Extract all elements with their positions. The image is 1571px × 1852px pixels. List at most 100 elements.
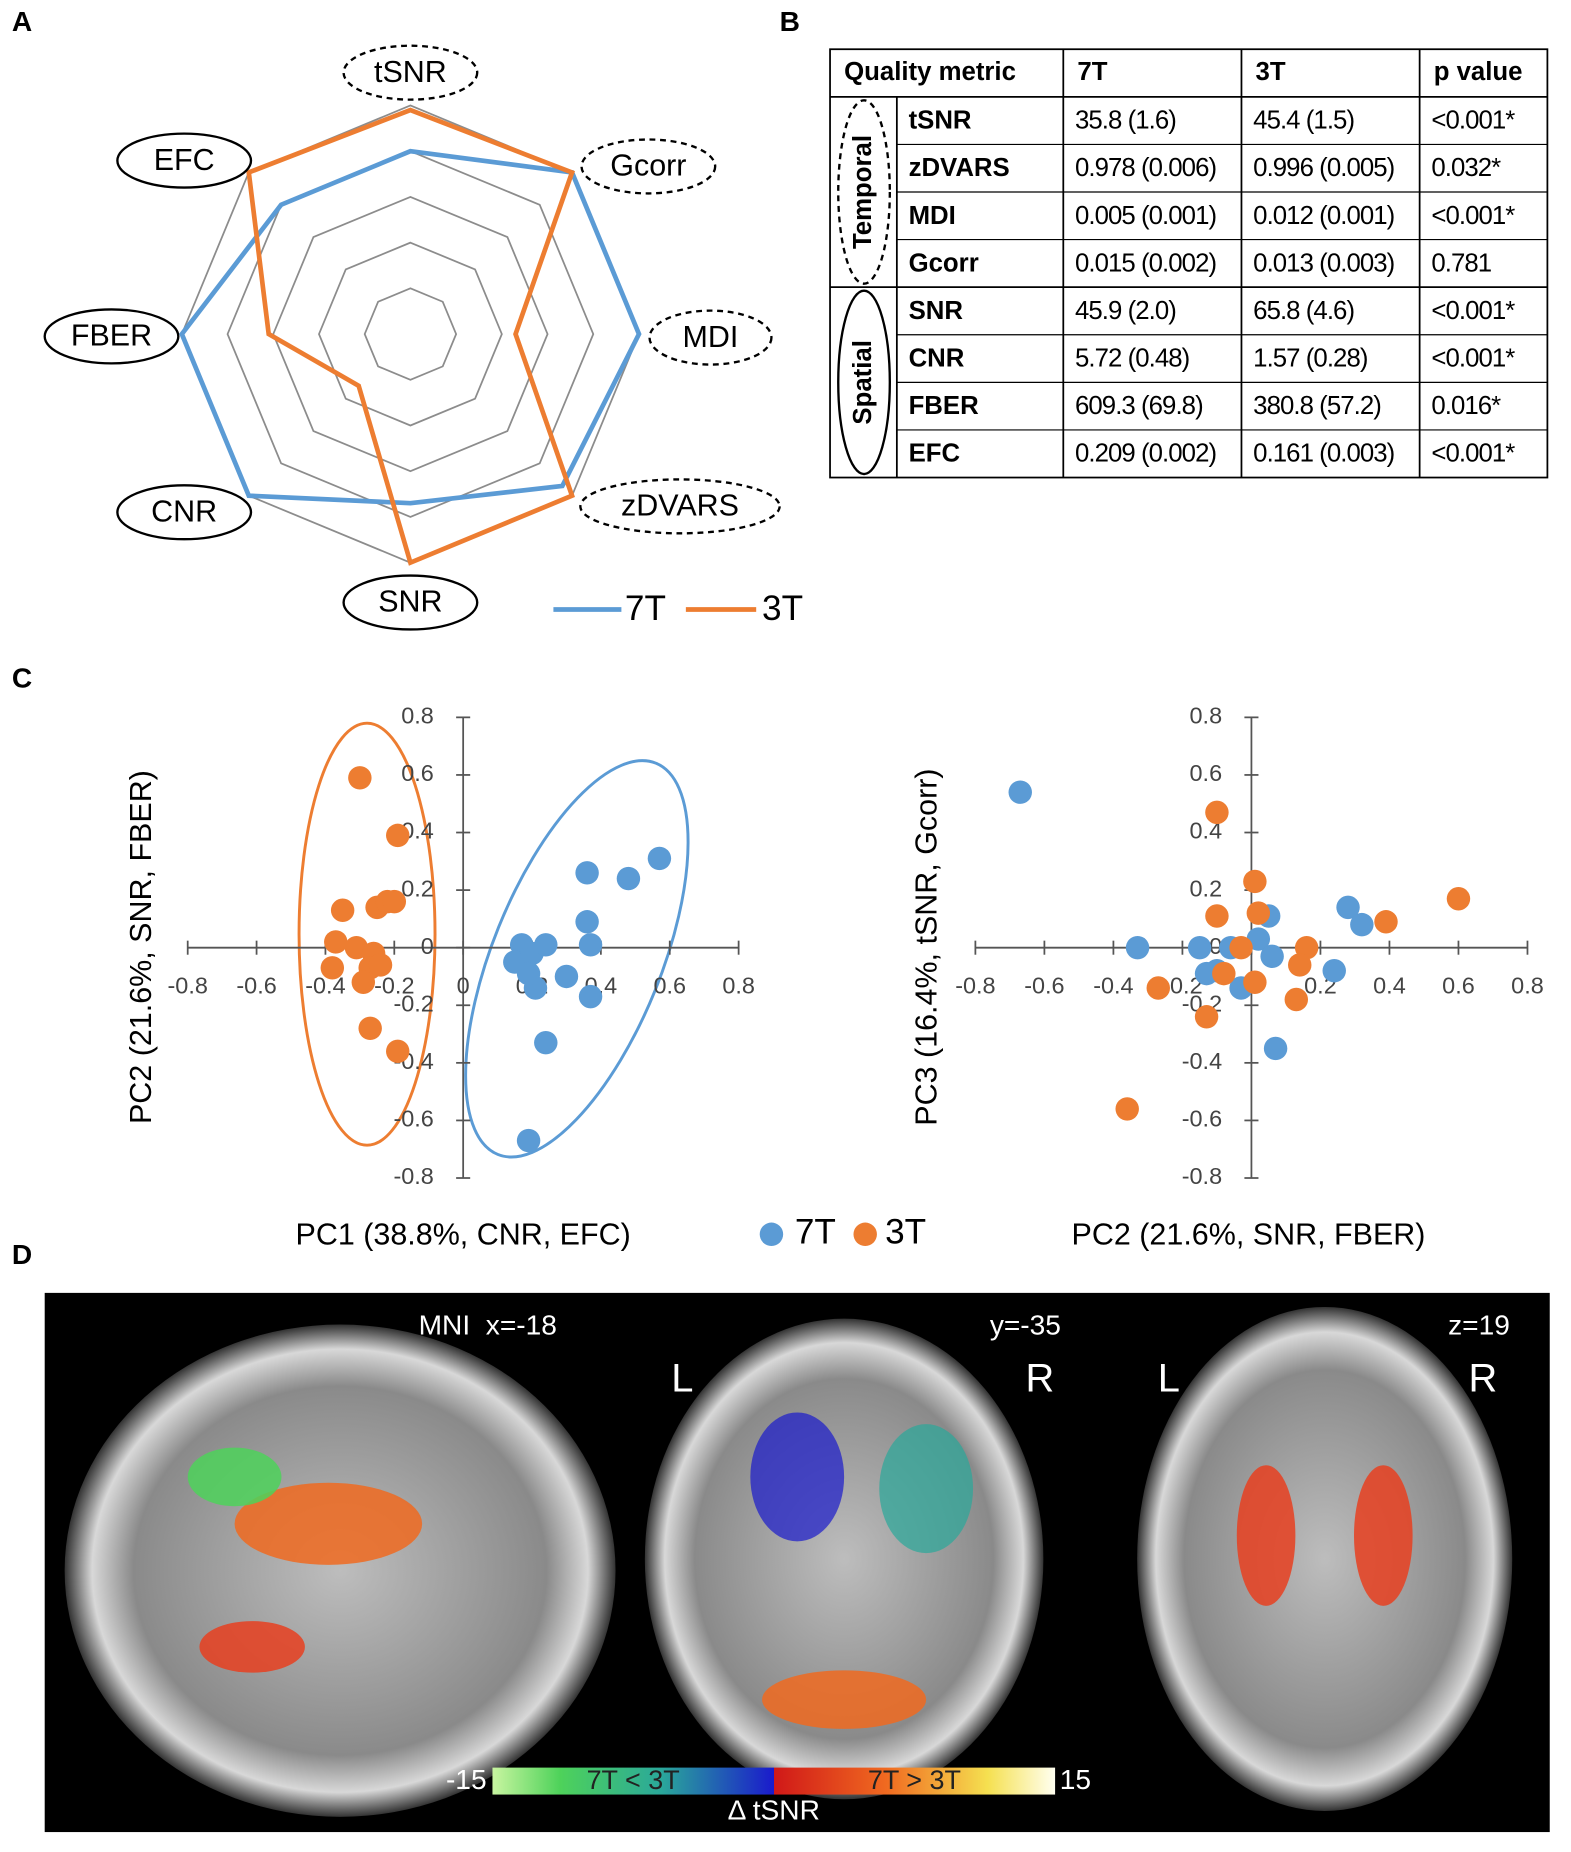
x-tick-label: -0.8 (168, 973, 208, 999)
x-tick-label: -0.4 (1093, 973, 1133, 999)
y-tick-label: -0.8 (1182, 1163, 1222, 1189)
point (1115, 1097, 1139, 1121)
group-frame (837, 99, 891, 285)
point (320, 956, 345, 980)
x-tick-label: -0.6 (1024, 973, 1064, 999)
point (386, 1039, 410, 1064)
point (1350, 912, 1374, 937)
axis-label: Gcorr (610, 149, 686, 183)
table-frame (829, 48, 1549, 479)
table-cell: 0.781 (1431, 249, 1491, 277)
x-tick-label: -0.8 (955, 973, 995, 999)
y-tick-label: 0.8 (1190, 703, 1223, 729)
grid-ring (363, 287, 458, 381)
point (358, 1016, 382, 1041)
cluster-ellipse (464, 759, 690, 1159)
colorbar-max: 15 (1060, 1764, 1091, 1795)
table-cell: <0.001* (1431, 345, 1515, 373)
point (1260, 944, 1284, 969)
table-header: p value (1434, 58, 1523, 86)
table-cell: 5.72 (0.48) (1075, 345, 1189, 373)
legend-label: 3T (762, 589, 803, 628)
table-cell: 0.005 (0.001) (1075, 202, 1216, 230)
point (351, 970, 376, 994)
metric-name: MDI (909, 202, 956, 230)
table-cell: 0.209 (0.002) (1075, 440, 1216, 468)
overlay (199, 1621, 305, 1673)
axis-label-frame (116, 484, 253, 541)
point (1284, 987, 1309, 1012)
table-cell: 0.161 (0.003) (1253, 440, 1394, 468)
x-tick-label: 0 (457, 973, 470, 999)
panel-b: Quality metric 7T 3T p value Temporal tSNR 35.… (829, 48, 1549, 479)
point (1246, 901, 1271, 925)
y-axis-label: PC3 (16.4%, tSNR, Gcorr) (910, 768, 944, 1125)
axis-label-frame (342, 574, 479, 631)
panel-a: tSNR Gcorr MDI zDVARS SNR CNR FBER EFC 7T 3T (43, 44, 803, 631)
grid-ring (226, 150, 595, 518)
metric-name: CNR (909, 345, 965, 373)
axis-label: FBER (71, 319, 152, 353)
legend-label: 7T (795, 1213, 836, 1252)
table-cell: <0.001* (1431, 440, 1515, 468)
table-cell: 65.8 (4.6) (1253, 297, 1354, 325)
metric-name: zDVARS (909, 154, 1010, 182)
colorbar-high-label: 7T > 3T (868, 1765, 961, 1795)
y-tick-label: 0 (421, 933, 434, 959)
x-tick-label: -0.6 (236, 973, 276, 999)
axis-label: CNR (151, 494, 217, 528)
point (324, 930, 348, 954)
metric-name: SNR (909, 297, 964, 325)
point (1146, 976, 1170, 1000)
point (1263, 1036, 1288, 1061)
hemisphere-label: L (671, 1356, 693, 1400)
table-cell: 0.016* (1431, 392, 1501, 420)
axis-label: EFC (154, 143, 215, 177)
point (1288, 953, 1312, 977)
point (516, 1128, 541, 1153)
axis-label-frame (116, 132, 253, 189)
group-label: Spatial (849, 340, 877, 424)
brain-sagittal (64, 1324, 616, 1817)
table-cell: 609.3 (69.8) (1075, 392, 1203, 420)
table-cell: 45.4 (1.5) (1253, 107, 1354, 135)
point (1008, 780, 1032, 804)
point (575, 861, 599, 885)
x-tick-label: 0.6 (653, 973, 686, 999)
point (1205, 904, 1229, 928)
y-tick-label: 0.2 (401, 875, 434, 901)
point (330, 898, 355, 922)
y-axis-label: PC2 (21.6%, SNR, FBER) (124, 770, 158, 1124)
table-cell: 380.8 (57.2) (1253, 392, 1381, 420)
metric-name: FBER (909, 392, 980, 420)
axis-label-frame (43, 308, 180, 365)
grid-ring (318, 241, 503, 427)
overlay (762, 1670, 927, 1729)
brain-axial (1137, 1306, 1513, 1811)
colorbar-low-label: 7T < 3T (587, 1765, 680, 1795)
point (1205, 800, 1229, 825)
point (534, 933, 558, 957)
point (647, 846, 672, 871)
slice-label: y=-35 (990, 1309, 1061, 1340)
table-header: 3T (1256, 58, 1286, 86)
group-frame (837, 289, 891, 476)
overlay (750, 1412, 845, 1542)
point (1243, 869, 1267, 894)
metric-name: tSNR (909, 107, 972, 135)
panel-label: A (12, 6, 32, 37)
y-tick-label: -0.2 (393, 990, 433, 1016)
x-tick-label: -0.2 (374, 973, 414, 999)
axis-label-frame (580, 138, 717, 195)
point (386, 823, 410, 848)
panel-label: B (780, 6, 800, 37)
y-tick-label: 0.6 (401, 760, 434, 786)
point (1322, 958, 1346, 983)
table-cell: 0.978 (0.006) (1075, 154, 1216, 182)
y-tick-label: -0.6 (393, 1106, 433, 1132)
metric-name: EFC (909, 440, 961, 468)
overlay (1353, 1465, 1413, 1606)
point (578, 933, 603, 957)
point (578, 984, 603, 1009)
